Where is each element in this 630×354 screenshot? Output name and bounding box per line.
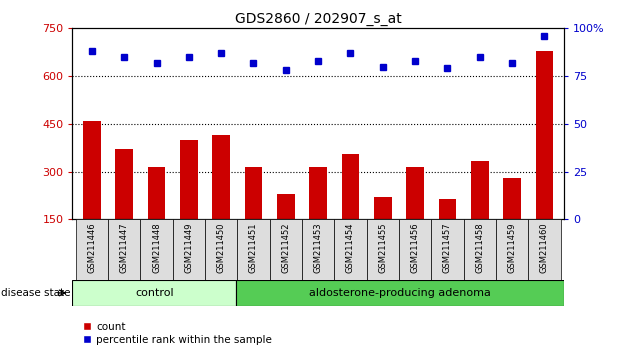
Legend: count, percentile rank within the sample: count, percentile rank within the sample [77,317,277,349]
Text: GSM211454: GSM211454 [346,222,355,273]
Text: GSM211446: GSM211446 [88,222,96,273]
Text: GSM211449: GSM211449 [185,222,193,273]
Text: GSM211459: GSM211459 [508,222,517,273]
Bar [374,197,392,267]
Text: GSM211457: GSM211457 [443,222,452,273]
Title: GDS2860 / 202907_s_at: GDS2860 / 202907_s_at [235,12,401,26]
Bar [244,167,262,267]
Text: disease state: disease state [1,288,70,298]
Text: GSM211452: GSM211452 [282,222,290,273]
Bar [302,219,335,280]
Bar [335,219,367,280]
Bar [464,219,496,280]
Bar [205,219,238,280]
Text: GSM211448: GSM211448 [152,222,161,273]
Bar [503,178,521,267]
Text: GSM211460: GSM211460 [540,222,549,273]
Bar [76,219,108,280]
Bar [108,219,140,280]
Bar [309,167,327,267]
Bar [140,219,173,280]
Bar [367,219,399,280]
Bar [277,194,295,267]
Bar [471,161,489,267]
Text: GSM211453: GSM211453 [314,222,323,273]
Bar [236,280,564,306]
Bar [238,219,270,280]
Bar [212,135,230,267]
Text: GSM211455: GSM211455 [378,222,387,273]
Bar [270,219,302,280]
Bar [432,219,464,280]
Bar [341,154,359,267]
Bar [438,199,456,267]
Text: GSM211458: GSM211458 [475,222,484,273]
Bar [529,219,561,280]
Text: GSM211451: GSM211451 [249,222,258,273]
Bar [115,149,133,267]
Bar [406,167,424,267]
Bar [399,219,432,280]
Text: aldosterone-producing adenoma: aldosterone-producing adenoma [309,288,491,298]
Text: GSM211447: GSM211447 [120,222,129,273]
Text: GSM211450: GSM211450 [217,222,226,273]
Bar [83,121,101,267]
Text: GSM211456: GSM211456 [411,222,420,273]
Bar [173,219,205,280]
Bar [147,167,166,267]
Text: control: control [135,288,174,298]
Bar [496,219,529,280]
Bar [72,280,236,306]
Bar [536,51,553,267]
Bar [180,140,198,267]
